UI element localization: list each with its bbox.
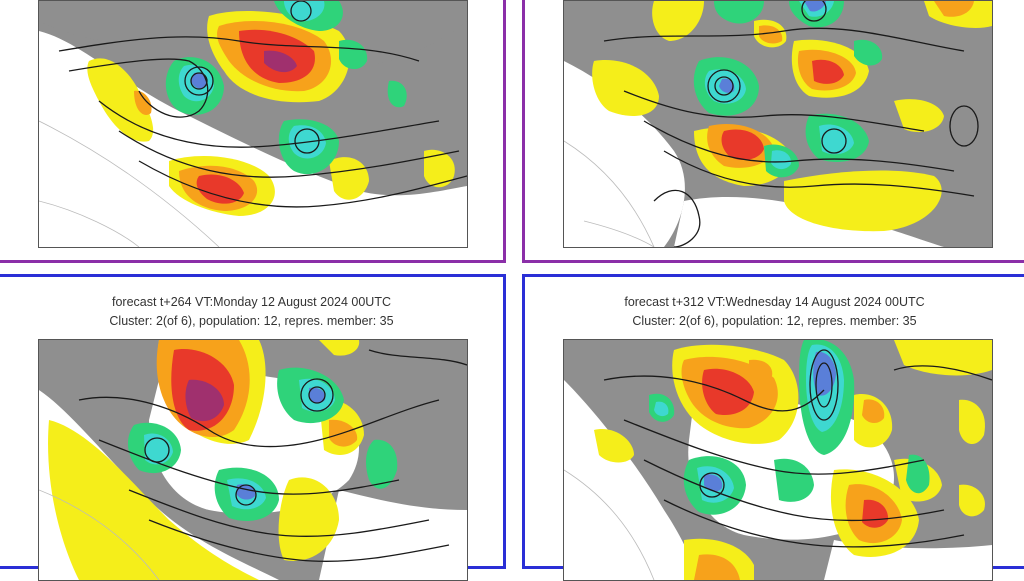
anomaly-cyan [144,378,335,510]
map-panel-1 [38,0,468,248]
cluster-panel-4: forecast t+312 VT:Wednesday 14 August 20… [522,274,1024,581]
map-panel-2 [563,0,993,248]
graticule [564,140,655,247]
cluster-subtitle-3: Cluster: 2(of 6), population: 12, repres… [109,314,394,328]
contours [58,1,467,208]
cluster-panel-1 [0,0,506,263]
anomaly-cyan [654,344,844,503]
graticule [39,120,220,247]
cluster-panel-3: forecast t+264 VT:Monday 12 August 2024 … [0,274,506,581]
cluster-panel-2 [522,0,1024,263]
anomaly-red [702,368,889,528]
anomaly-cyan [704,1,854,170]
anomaly-red [721,59,844,161]
forecast-title-3: forecast t+264 VT:Monday 12 August 2024 … [112,295,391,309]
anomaly-red [171,349,234,431]
cluster-subtitle-4: Cluster: 2(of 6), population: 12, repres… [632,314,917,328]
map-panel-3 [38,339,468,581]
contours [78,349,467,562]
contours [603,349,992,548]
map-panel-4 [563,339,993,581]
forecast-title-4: forecast t+312 VT:Wednesday 14 August 20… [624,295,925,309]
contours [603,1,979,247]
